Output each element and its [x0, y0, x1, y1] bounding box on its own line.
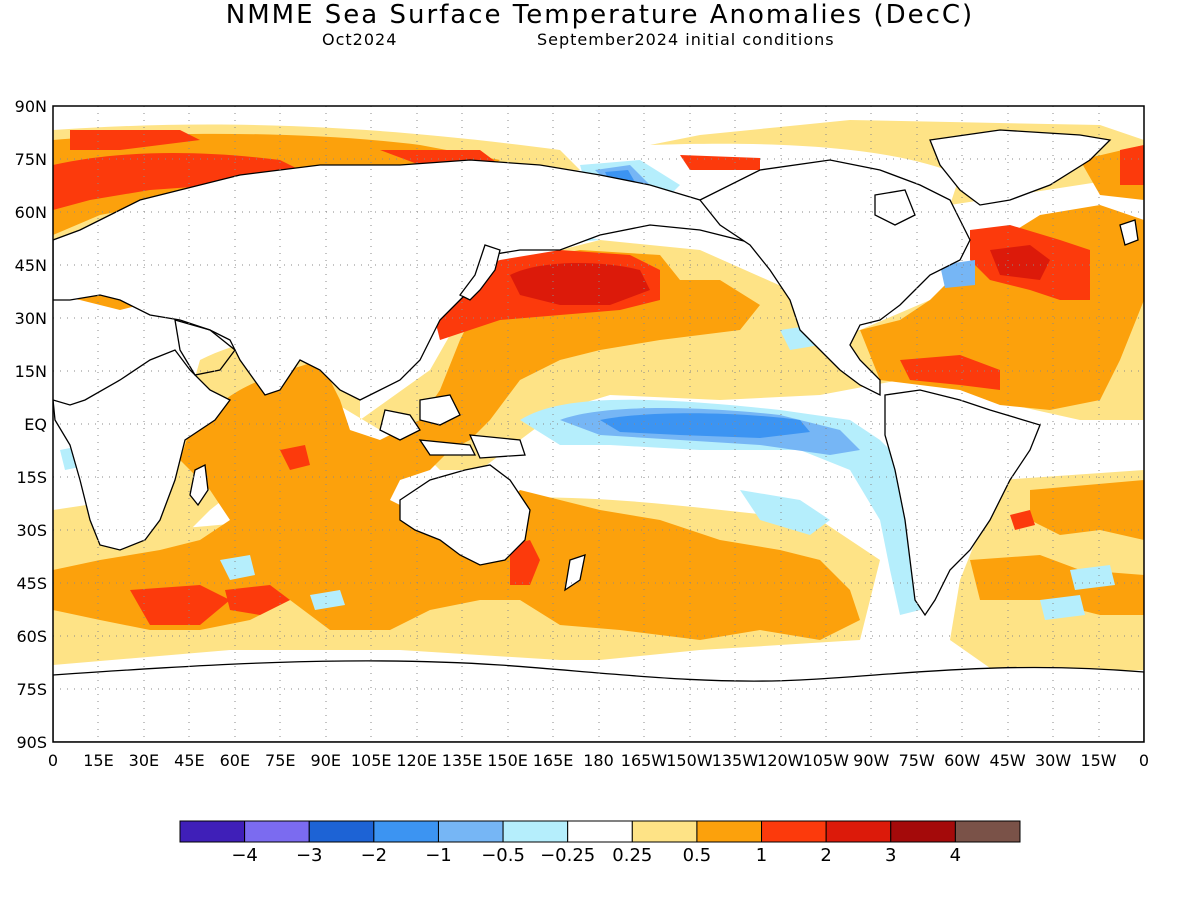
australia-outline: [399, 464, 531, 566]
lon-tick-label: 150W: [666, 751, 713, 770]
lon-tick-label: 0: [1139, 751, 1149, 770]
colorbar-swatch: [954, 820, 1021, 843]
longitude-axis: 0 15E 30E 45E 60E 75E 90E 105E 120E 135E 150E 165E 1…: [48, 751, 1149, 770]
new-guinea-outline: [468, 434, 526, 459]
colorbar-swatch: [437, 820, 504, 843]
colorbar-labels: −4 −3 −2 −1 −0.5 −0.25 0.25 0.5 1 2 3 4: [231, 845, 961, 866]
colorbar-tick-label: 0.25: [612, 845, 652, 866]
lon-tick-label: 45E: [174, 751, 204, 770]
lon-tick-label: 30E: [129, 751, 159, 770]
north-america-outline: [698, 159, 971, 397]
greenland-outline: [929, 129, 1112, 206]
lat-tick-label: EQ: [24, 415, 47, 434]
lat-tick-label: 60S: [16, 627, 47, 646]
lon-tick-label: 60E: [220, 751, 250, 770]
latitude-axis: 90N 75N 60N 45N 30N 15N EQ 15S 30S 45S 60S 75S 90S: [15, 97, 47, 752]
colorbar-tick-label: −0.5: [481, 845, 525, 866]
colorbar-tick-label: 2: [820, 845, 831, 866]
lat-tick-label: 30S: [16, 521, 47, 540]
lon-tick-label: 15E: [83, 751, 113, 770]
lat-tick-label: 45N: [15, 256, 47, 275]
lat-tick-label: 75S: [16, 680, 47, 699]
colorbar-swatch: [179, 820, 246, 843]
lon-tick-label: 15W: [1080, 751, 1116, 770]
chart-title: NMME Sea Surface Temperature Anomalies (…: [225, 0, 975, 30]
lon-tick-label: 90E: [311, 751, 341, 770]
madagascar-outline: [189, 464, 209, 507]
colorbar-tick-label: 4: [950, 845, 961, 866]
colorbar-swatch: [696, 820, 763, 843]
lat-tick-label: 90N: [15, 97, 47, 116]
lon-tick-label: 105E: [351, 751, 392, 770]
lat-tick-label: 15N: [15, 362, 47, 381]
colorbar-swatch: [825, 820, 892, 843]
new-zealand-outline: [564, 554, 586, 592]
lat-tick-label: 45S: [16, 574, 47, 593]
lon-tick-label: 30W: [1035, 751, 1071, 770]
lat-tick-label: 60N: [15, 203, 47, 222]
colorbar-swatch: [631, 820, 698, 843]
colorbar-tick-label: −1: [425, 845, 452, 866]
colorbar: [179, 820, 1021, 843]
lon-tick-label: 75E: [265, 751, 295, 770]
lon-tick-label: 0: [48, 751, 58, 770]
sumatra-outline: [379, 409, 421, 441]
map-field: [53, 106, 1144, 742]
lon-tick-label: 90W: [853, 751, 889, 770]
colorbar-tick-label: 1: [756, 845, 767, 866]
initial-conditions-label: September2024 initial conditions: [537, 30, 835, 49]
colorbar-swatch: [502, 820, 569, 843]
colorbar-tick-label: −4: [231, 845, 258, 866]
colorbar-tick-label: −2: [361, 845, 388, 866]
lon-tick-label: 135E: [442, 751, 483, 770]
colorbar-swatch: [567, 820, 633, 843]
colorbar-tick-label: −0.25: [540, 845, 595, 866]
colorbar-swatch: [890, 820, 956, 843]
lon-tick-label: 45W: [990, 751, 1026, 770]
uk-outline: [1119, 219, 1139, 246]
lon-tick-label: 135W: [712, 751, 759, 770]
lon-tick-label: 120E: [396, 751, 437, 770]
lon-tick-label: 165W: [621, 751, 668, 770]
lon-tick-label: 105W: [803, 751, 850, 770]
africa-outline: [53, 349, 231, 551]
lon-tick-label: 120W: [757, 751, 804, 770]
map-frame: [52, 105, 1145, 743]
lead-month-label: Oct2024: [322, 30, 398, 49]
colorbar-swatch: [761, 820, 827, 843]
lat-tick-label: 30N: [15, 309, 47, 328]
lon-tick-label: 75W: [899, 751, 935, 770]
lon-tick-label: 60W: [944, 751, 980, 770]
lon-tick-label: 150E: [487, 751, 528, 770]
colorbar-swatch: [244, 820, 310, 843]
colorbar-tick-label: 0.5: [683, 845, 712, 866]
lat-tick-label: 75N: [15, 150, 47, 169]
south-america-outline: [884, 389, 1041, 617]
lon-tick-label: 180: [583, 751, 614, 770]
japan-outline: [459, 244, 501, 301]
lat-tick-label: 90S: [16, 733, 47, 752]
java-outline: [418, 439, 477, 456]
borneo-outline: [419, 394, 461, 426]
colorbar-swatch: [308, 820, 375, 843]
colorbar-swatch: [373, 820, 439, 843]
lon-tick-label: 165E: [533, 751, 574, 770]
colorbar-tick-label: 3: [885, 845, 896, 866]
anomaly-band-2-3: [510, 245, 1050, 305]
lat-tick-label: 15S: [16, 468, 47, 487]
colorbar-tick-label: −3: [296, 845, 323, 866]
